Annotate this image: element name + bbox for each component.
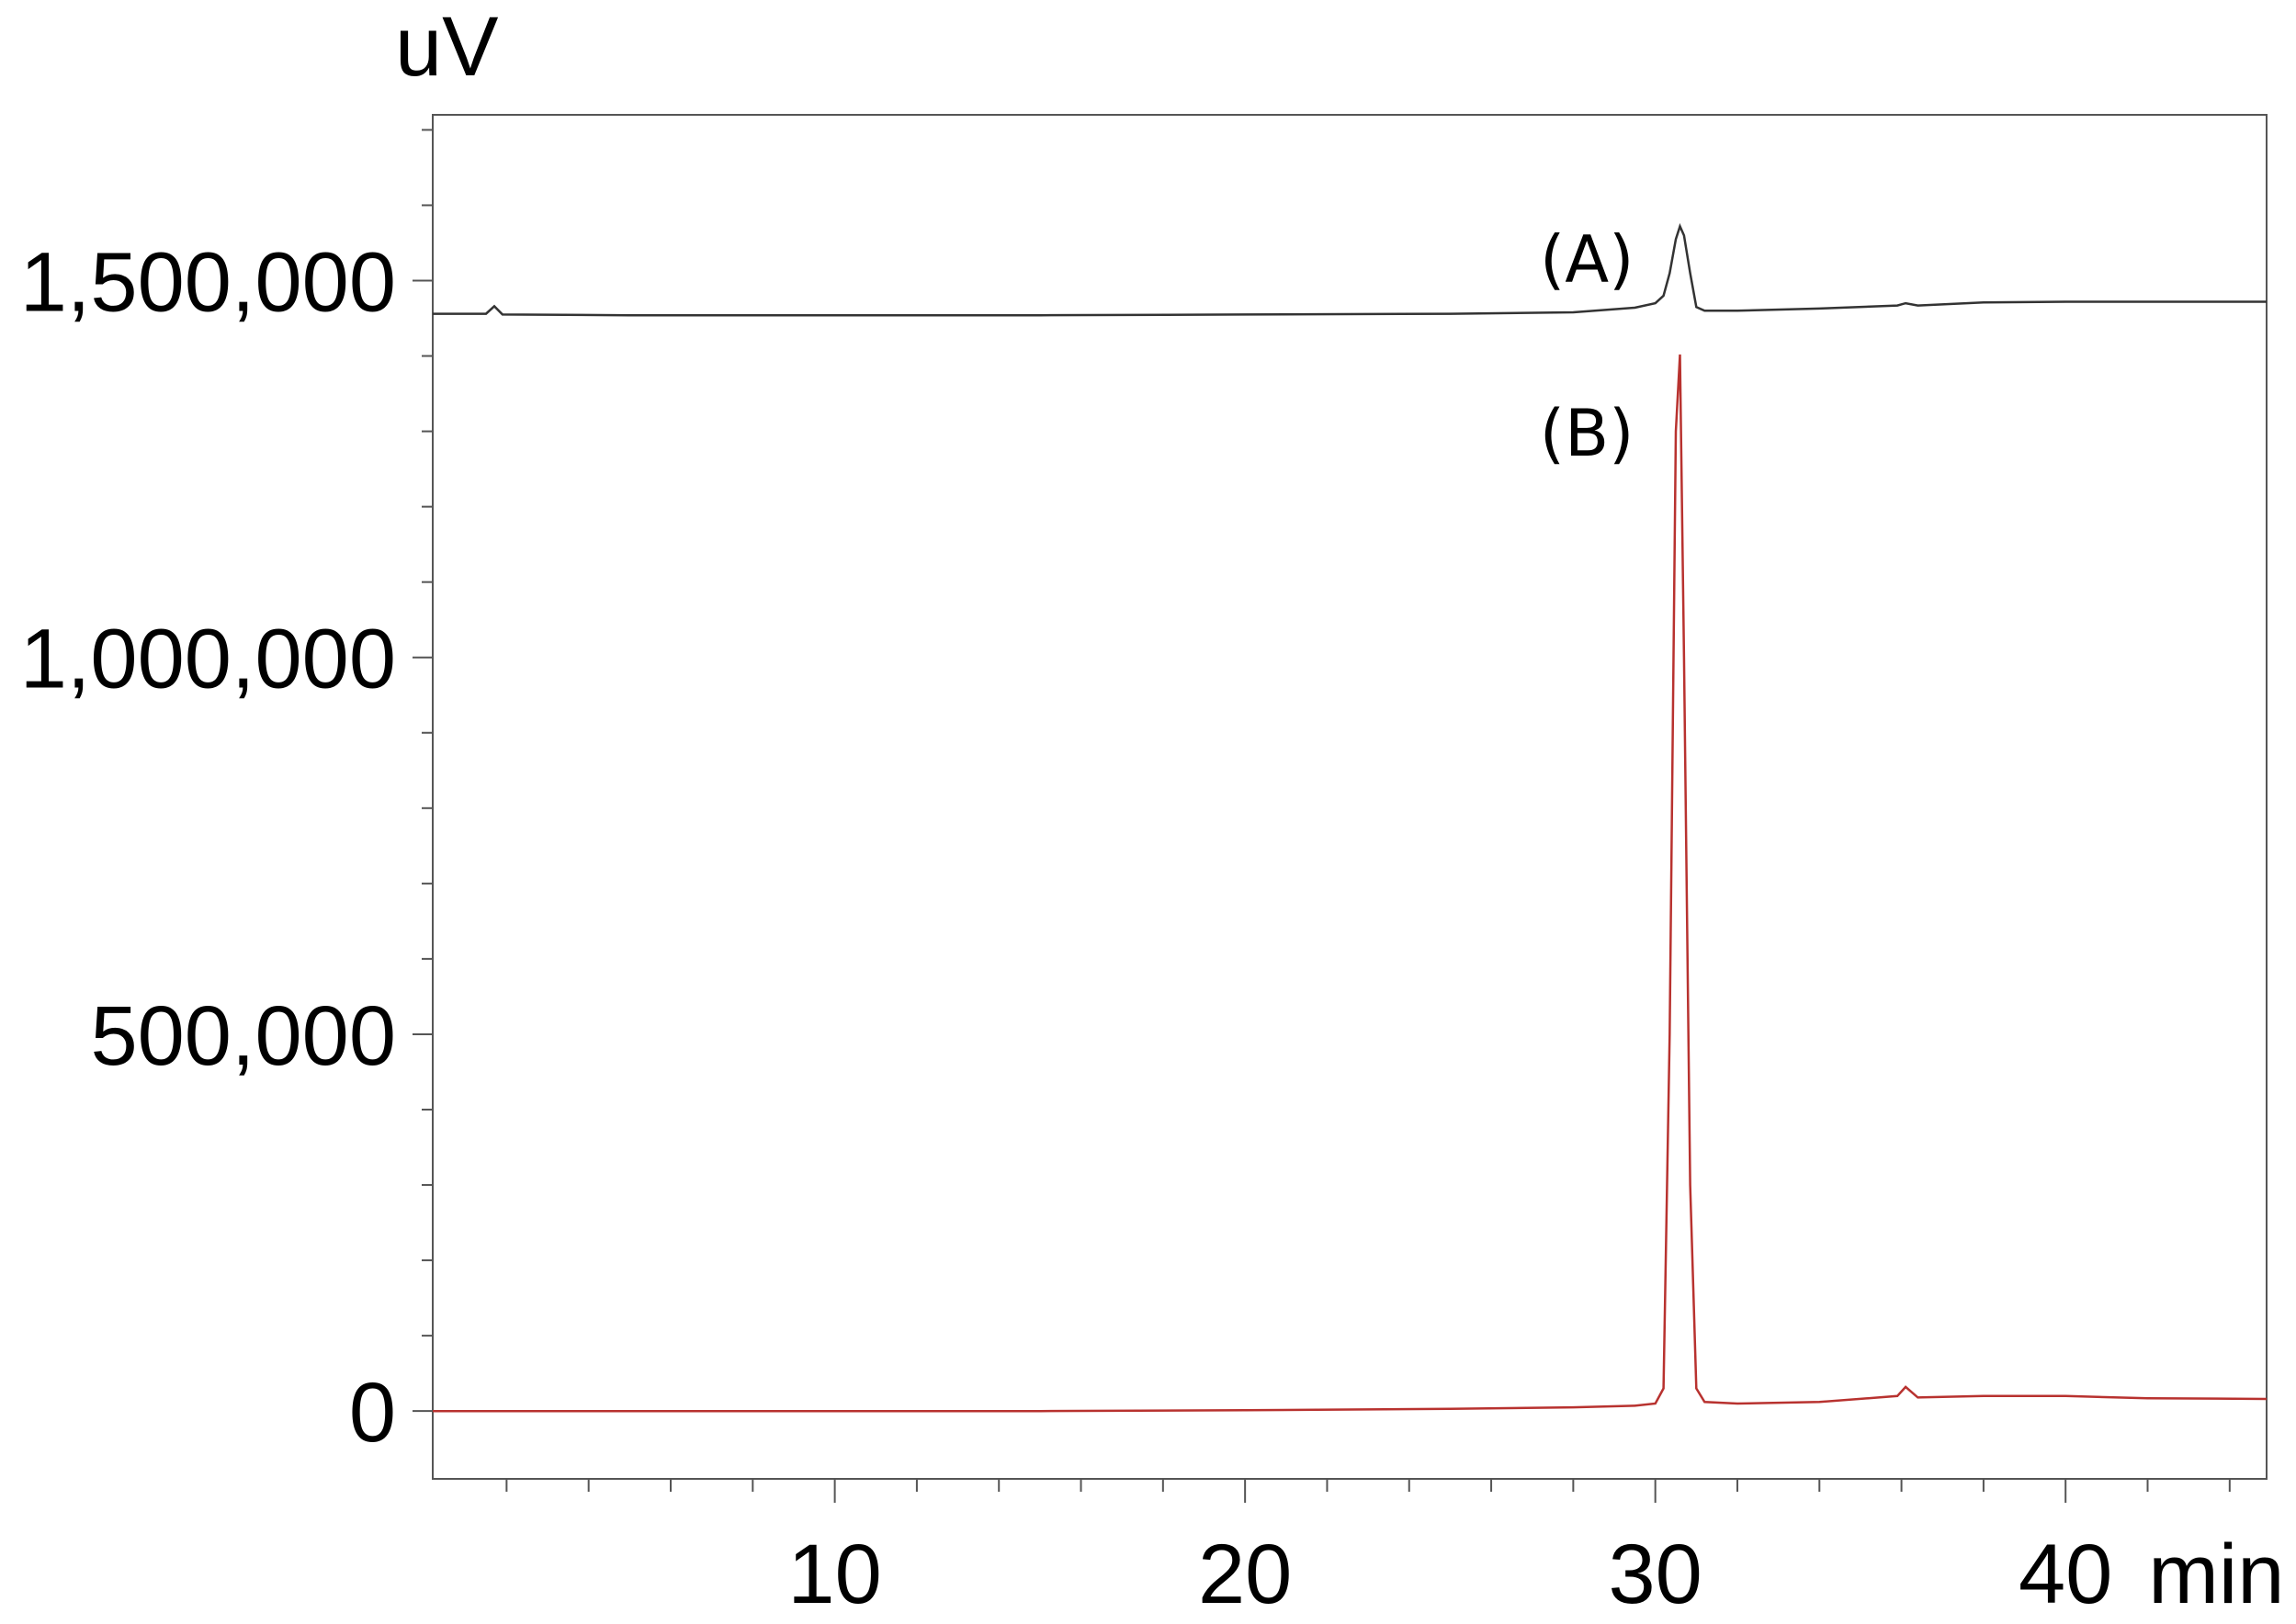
y-tick-label: 500,000 — [90, 989, 396, 1083]
series-line — [433, 222, 2267, 317]
y-tick-label: 0 — [349, 1366, 396, 1460]
series-label: (A) — [1540, 221, 1634, 297]
y-tick-label: 1,000,000 — [20, 613, 396, 706]
x-tick-label: 40 — [2019, 1528, 2112, 1621]
plot-frame — [432, 114, 2268, 1480]
y-tick-label: 1,500,000 — [20, 235, 396, 329]
x-axis-label: min — [2148, 1528, 2284, 1621]
x-tick-label: 30 — [1608, 1528, 1702, 1621]
series-label: (B) — [1540, 396, 1634, 471]
x-tick-label: 10 — [787, 1528, 881, 1621]
x-tick-label: 20 — [1198, 1528, 1292, 1621]
y-axis-label: uV — [395, 0, 499, 94]
series-line — [433, 354, 2268, 1413]
